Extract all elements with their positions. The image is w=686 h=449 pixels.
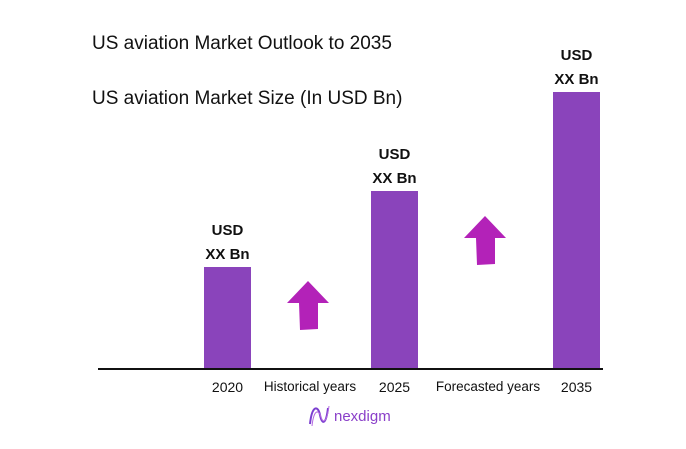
chart-title: US aviation Market Outlook to 2035 bbox=[92, 33, 392, 54]
data-label-currency: USD bbox=[212, 222, 244, 239]
data-label-currency: USD bbox=[379, 146, 411, 163]
brand-name: nexdigm bbox=[334, 408, 391, 425]
up-arrow-icon bbox=[287, 281, 329, 330]
bar-2020 bbox=[204, 267, 251, 369]
data-label-value: XX Bn bbox=[372, 170, 416, 187]
data-label-currency: USD bbox=[561, 47, 593, 64]
x-tick-label: 2035 bbox=[561, 379, 592, 395]
period-label-forecast: Forecasted years bbox=[436, 379, 541, 394]
data-label-value: XX Bn bbox=[554, 71, 598, 88]
x-tick-label: 2025 bbox=[379, 379, 410, 395]
bar-2035 bbox=[553, 92, 600, 369]
up-arrow-icon bbox=[464, 216, 506, 265]
bar-2025 bbox=[371, 191, 418, 369]
x-tick-label: 2020 bbox=[212, 379, 243, 395]
chart-subtitle: US aviation Market Size (In USD Bn) bbox=[92, 88, 403, 109]
period-label-historical: Historical years bbox=[264, 379, 357, 394]
nexdigm-logo-wave bbox=[311, 405, 330, 427]
data-label-value: XX Bn bbox=[205, 246, 249, 263]
